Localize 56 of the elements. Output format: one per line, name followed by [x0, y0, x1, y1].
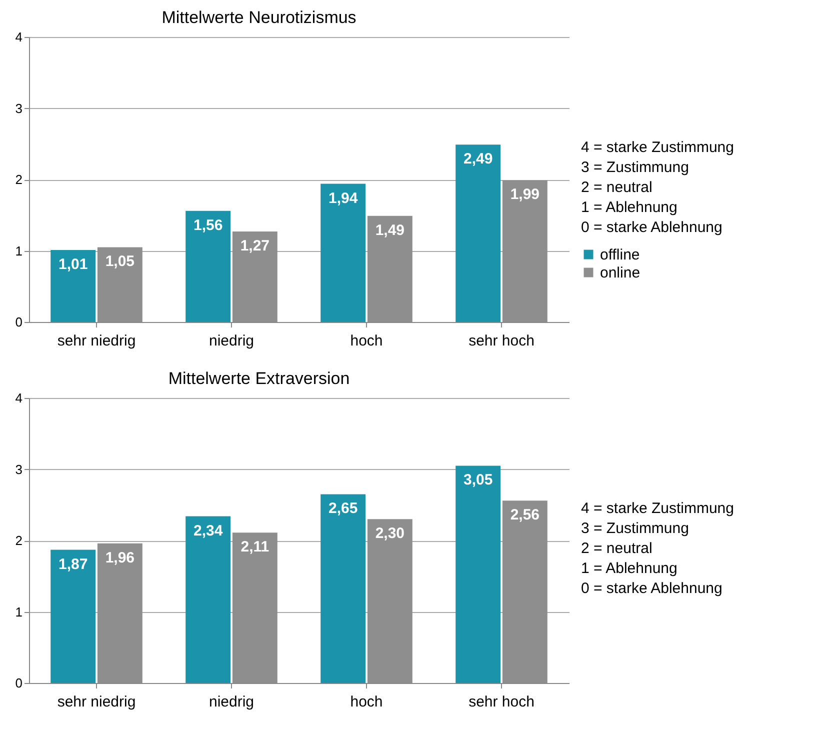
y-tick-label: 4 [15, 390, 22, 406]
text: 0 = starke Ablehnung [581, 580, 722, 597]
y-tick-label: 1 [15, 604, 22, 620]
text: 4 = starke Zustimmung [581, 139, 734, 156]
data-label: 2,65 [328, 500, 358, 518]
chart-title: Mittelwerte Extraversion [168, 369, 350, 388]
data-label: 2,34 [193, 522, 224, 540]
data-label: 1,94 [328, 190, 358, 207]
text: 4 = starke Zustimmung [581, 500, 734, 517]
chart-title: Mittelwerte Neurotizismus [162, 8, 356, 27]
y-tick-label: 1 [15, 243, 22, 258]
y-tick-label: 3 [15, 100, 22, 116]
data-label: 1,56 [193, 216, 223, 234]
text: 2 = neutral [581, 179, 652, 196]
text: 3 = Zustimmung [581, 159, 689, 176]
x-tick-label: sehr hoch [468, 332, 534, 350]
text: 2 = neutral [581, 540, 652, 557]
bar [456, 466, 501, 683]
data-label: 1,87 [58, 556, 88, 573]
y-tick-label: 3 [15, 462, 22, 477]
data-label: 1,01 [58, 256, 88, 274]
x-tick-label: sehr niedrig [57, 694, 136, 710]
text: 0 = starke Ablehnung [581, 219, 722, 236]
data-label: 1,99 [510, 186, 540, 204]
data-label: 1,49 [375, 222, 405, 239]
data-label: 1,27 [240, 238, 270, 255]
bar [50, 550, 96, 683]
data-label: 1,96 [105, 549, 135, 566]
y-tick-label: 2 [15, 172, 22, 187]
data-label: 2,56 [510, 506, 540, 524]
bar [186, 210, 231, 322]
y-tick-label: 4 [15, 30, 22, 44]
x-tick-label: hoch [350, 332, 383, 350]
y-tick-label: 0 [15, 676, 22, 690]
data-label: 2,11 [240, 538, 270, 556]
data-label: 2,30 [375, 525, 405, 542]
x-tick-label: niedrig [208, 694, 254, 710]
text: 1 = Ablehnung [581, 560, 678, 577]
text: 3 = Zustimmung [581, 520, 689, 537]
y-tick-label: 2 [15, 533, 22, 548]
x-tick-label: hoch [350, 694, 383, 710]
data-label: 2,49 [463, 150, 493, 168]
legend-label: offline [600, 246, 640, 264]
x-tick-label: sehr hoch [468, 694, 534, 710]
bar [50, 250, 96, 322]
bar [186, 516, 231, 683]
bar [320, 494, 366, 683]
text: 1 = Ablehnung [581, 199, 678, 216]
bar [456, 144, 501, 322]
x-tick-label: sehr niedrig [57, 332, 136, 350]
bar [320, 184, 366, 322]
data-label: 3,05 [463, 472, 493, 489]
legend-label: online [600, 264, 640, 282]
y-tick-label: 0 [15, 314, 22, 330]
data-label: 1,05 [105, 253, 135, 270]
x-tick-label: niedrig [208, 332, 254, 350]
